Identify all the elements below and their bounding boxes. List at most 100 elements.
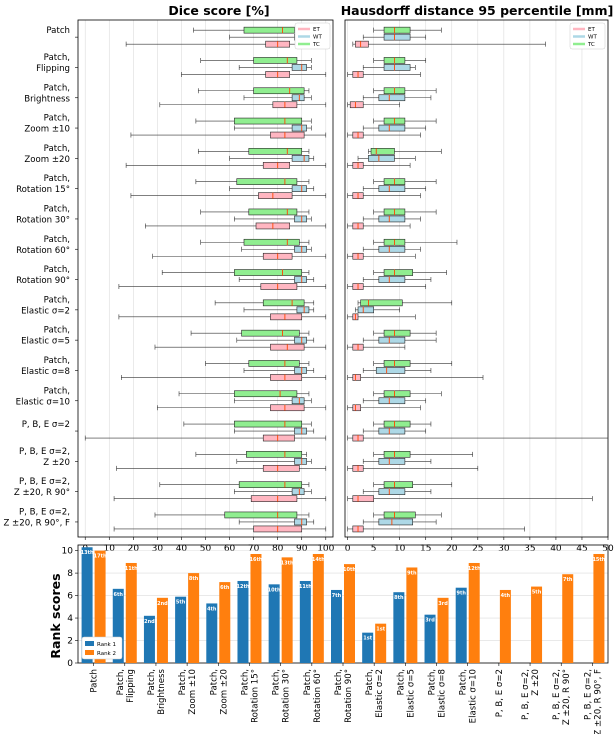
box-iqr bbox=[375, 367, 406, 374]
rank-bar-1: 8th bbox=[393, 592, 405, 663]
bar bbox=[175, 596, 187, 663]
rank-bar-2: 11th bbox=[125, 562, 138, 663]
dice-box-et bbox=[130, 131, 327, 139]
dice-box-wt bbox=[236, 336, 315, 344]
rank-bar-1: 5th bbox=[175, 596, 187, 663]
row-label: Flipping bbox=[36, 64, 70, 74]
hd95-xtick-label: 25 bbox=[472, 544, 483, 554]
rank-bar-2: 6th bbox=[219, 582, 231, 663]
box-iqr bbox=[383, 26, 411, 34]
hd95-xtick-label: 35 bbox=[524, 544, 535, 554]
bar bbox=[468, 562, 480, 663]
hd95-box-et bbox=[352, 40, 546, 48]
hd95-xtick-label: 10 bbox=[394, 544, 406, 554]
rank-xtick-label: Elastic σ=2 bbox=[375, 669, 385, 718]
box-iqr bbox=[383, 329, 411, 337]
hd95-box-wt bbox=[362, 245, 421, 253]
rank-bar-1: 3rd bbox=[424, 614, 436, 663]
hd95-panel-title: Hausdorff distance 95 percentile [mm] bbox=[341, 3, 614, 18]
box-iqr bbox=[352, 495, 374, 502]
box-iqr bbox=[270, 131, 305, 139]
bar bbox=[143, 615, 155, 663]
bar bbox=[562, 574, 574, 663]
rank-bar-2: 13th bbox=[281, 557, 294, 663]
hd95-box-et bbox=[347, 434, 609, 442]
dice-box-et bbox=[113, 495, 327, 502]
box-iqr bbox=[270, 404, 305, 412]
dice-box-wt bbox=[234, 215, 312, 223]
bar bbox=[250, 553, 262, 663]
box-iqr bbox=[294, 367, 307, 374]
box-iqr bbox=[241, 329, 300, 337]
bar bbox=[268, 584, 280, 663]
bar-label: 12th bbox=[237, 584, 250, 590]
dice-box-et bbox=[154, 343, 327, 351]
row-label: Patch, bbox=[44, 265, 70, 275]
rank-legend-label: Rank 2 bbox=[97, 651, 116, 657]
hd95-box-et bbox=[347, 343, 406, 351]
rank-legend-label: Rank 1 bbox=[97, 642, 116, 648]
rank-xtick-label: Patch, bbox=[303, 669, 313, 695]
rank-legend-swatch bbox=[85, 650, 94, 655]
rank-bar-1: 11th bbox=[299, 580, 312, 663]
rank-xtick-label: Elastic σ=5 bbox=[406, 669, 416, 718]
box-iqr bbox=[262, 465, 300, 472]
box-iqr bbox=[383, 390, 411, 398]
bar-label: 12th bbox=[468, 566, 481, 572]
rank-ytick-label: 4 bbox=[67, 614, 73, 624]
bar-label: 4th bbox=[207, 606, 217, 612]
rank-bar-2: 1st bbox=[375, 623, 387, 663]
hd95-box-et bbox=[347, 404, 421, 412]
dice-box-tc bbox=[200, 238, 310, 246]
hd95-box-tc bbox=[373, 57, 427, 64]
row-label: Patch, bbox=[44, 174, 70, 184]
hd95-box-et bbox=[347, 465, 479, 472]
row-label: Z ±20 bbox=[43, 458, 70, 468]
row-label: Elastic σ=2 bbox=[21, 306, 70, 316]
row-label: Elastic σ=5 bbox=[21, 337, 70, 347]
hd95-box-et bbox=[347, 283, 427, 290]
bar-label: 10th bbox=[343, 567, 356, 573]
box-iqr bbox=[378, 124, 406, 132]
hd95-box-tc bbox=[373, 269, 447, 276]
row-label: Rotation 60° bbox=[16, 246, 70, 256]
bar-label: 9th bbox=[407, 570, 417, 576]
row-label: P, B, E σ=2, bbox=[19, 477, 70, 487]
dice-panel-title: Dice score [%] bbox=[168, 3, 269, 18]
box-iqr bbox=[383, 481, 414, 488]
bar-label: 13th bbox=[281, 560, 294, 566]
rank-bar-2: 3rd bbox=[437, 597, 449, 663]
bar bbox=[312, 553, 324, 663]
bar bbox=[499, 589, 511, 663]
bar-label: 5th bbox=[532, 590, 542, 596]
dice-box-et bbox=[84, 434, 327, 442]
hd95-box-wt bbox=[362, 185, 427, 192]
box-iqr bbox=[253, 87, 305, 95]
bar bbox=[281, 557, 293, 663]
dice-box-tc bbox=[197, 148, 310, 155]
hd95-box-tc bbox=[373, 87, 437, 95]
hd95-box-wt bbox=[362, 215, 421, 223]
hd95-frame bbox=[344, 19, 609, 538]
rank-xtick-label: P, B, E σ=2 bbox=[495, 669, 505, 717]
bar-label: 5th bbox=[176, 600, 186, 606]
rank-bar-2: 7th bbox=[562, 574, 574, 663]
bar bbox=[188, 573, 200, 663]
dice-box-tc bbox=[195, 117, 312, 125]
box-iqr bbox=[243, 238, 300, 246]
hd95-box-wt bbox=[362, 94, 432, 102]
rank-bar-2: 8th bbox=[188, 573, 200, 663]
rank-xtick-label: Patch, bbox=[428, 669, 438, 695]
bar-label: 17th bbox=[94, 554, 107, 560]
dice-box-tc bbox=[193, 26, 303, 34]
bar-label: 6th bbox=[220, 585, 230, 591]
hd95-xtick-label: 20 bbox=[446, 544, 458, 554]
hd95-box-tc bbox=[373, 481, 453, 488]
dice-box-wt bbox=[243, 94, 312, 102]
dice-box-tc bbox=[159, 481, 310, 488]
dice-box-et bbox=[113, 525, 327, 533]
box-iqr bbox=[234, 390, 298, 398]
bar-label: 14th bbox=[312, 557, 325, 563]
hd95-box-wt bbox=[357, 155, 416, 162]
box-iqr bbox=[234, 269, 303, 276]
